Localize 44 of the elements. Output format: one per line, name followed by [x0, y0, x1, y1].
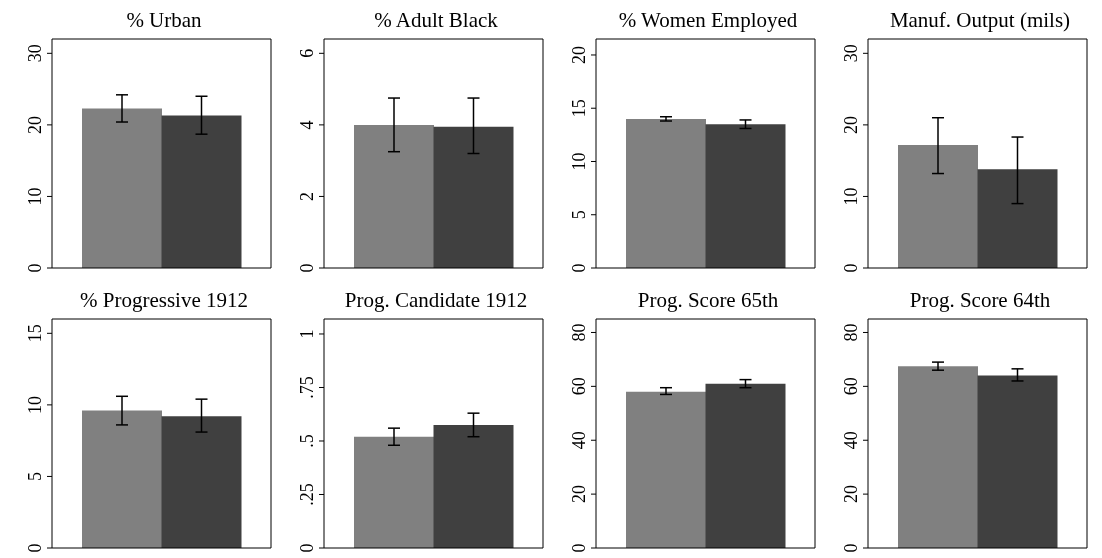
chart-title: Prog. Score 64th	[908, 288, 1052, 314]
y-tick-label: 40	[841, 431, 861, 450]
y-tick-label: 4	[297, 120, 317, 130]
y-tick-label: 5	[569, 210, 589, 220]
y-tick-label: .25	[297, 483, 317, 506]
y-tick-label: 0	[841, 263, 861, 273]
y-tick-label: 0	[841, 543, 861, 553]
y-tick-label: 5	[25, 471, 45, 481]
y-tick-label: .5	[297, 434, 317, 448]
y-tick-label: 80	[841, 323, 861, 342]
chart-title: % Progressive 1912	[79, 288, 249, 314]
y-tick-label: 6	[297, 48, 317, 58]
y-tick-label: 0	[297, 263, 317, 273]
y-tick-label: 10	[841, 187, 861, 206]
y-tick-label: 20	[841, 115, 861, 134]
y-tick-label: 0	[25, 263, 45, 273]
y-tick-label: 60	[569, 377, 589, 396]
chart-title: % Urban	[125, 8, 203, 34]
y-tick-label: 60	[841, 377, 861, 396]
y-tick-label: 20	[25, 115, 45, 134]
y-tick-label: 0	[25, 543, 45, 553]
y-tick-label: 40	[569, 431, 589, 450]
y-tick-label: 10	[25, 187, 45, 206]
chart-title: % Women Employed	[617, 8, 799, 34]
y-tick-label: 0	[297, 543, 317, 553]
y-tick-label: .75	[297, 376, 317, 399]
y-tick-label: 30	[25, 44, 45, 63]
y-tick-label: 10	[569, 152, 589, 171]
y-tick-label: 30	[841, 44, 861, 63]
y-tick-label: 0	[569, 263, 589, 273]
y-tick-label: 15	[25, 324, 45, 343]
y-tick-label: 0	[569, 543, 589, 553]
chart-title: Prog. Score 65th	[636, 288, 780, 314]
y-tick-label: 80	[569, 323, 589, 342]
y-tick-label: 2	[297, 191, 317, 201]
y-tick-label: 1	[297, 329, 317, 339]
y-tick-label: 20	[569, 45, 589, 64]
y-tick-label: 20	[841, 485, 861, 504]
chart-title: Prog. Candidate 1912	[343, 288, 529, 314]
y-tick-label: 10	[25, 395, 45, 414]
chart-title: % Adult Black	[373, 8, 499, 34]
chart-title: Manuf. Output (mils)	[888, 8, 1072, 34]
y-tick-label: 20	[569, 485, 589, 504]
y-tick-label: 15	[569, 99, 589, 118]
